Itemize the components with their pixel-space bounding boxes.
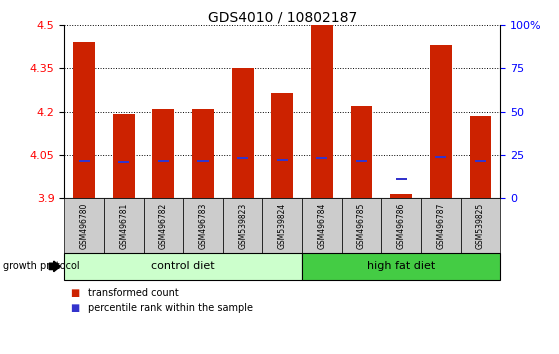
Bar — [73, 42, 95, 198]
Bar — [390, 194, 412, 198]
Bar — [475, 160, 486, 162]
Bar — [113, 114, 135, 198]
Text: GSM539823: GSM539823 — [238, 202, 247, 249]
Text: GSM496783: GSM496783 — [198, 202, 207, 249]
Text: transformed count: transformed count — [88, 288, 178, 298]
Bar — [316, 157, 328, 159]
Bar — [396, 178, 407, 181]
Bar — [232, 68, 254, 198]
Text: ■: ■ — [70, 288, 79, 298]
Bar — [197, 160, 209, 162]
Bar — [192, 109, 214, 198]
Bar — [350, 106, 372, 198]
Text: GSM496785: GSM496785 — [357, 202, 366, 249]
Text: GSM496780: GSM496780 — [79, 202, 89, 249]
Bar — [435, 156, 447, 158]
Text: GSM539824: GSM539824 — [278, 202, 287, 249]
Text: GSM496784: GSM496784 — [318, 202, 326, 249]
Bar — [470, 116, 491, 198]
Text: GSM496786: GSM496786 — [397, 202, 406, 249]
Bar — [79, 160, 89, 162]
Bar — [277, 159, 288, 161]
Bar — [430, 45, 452, 198]
Text: control diet: control diet — [151, 261, 215, 272]
Text: high fat diet: high fat diet — [367, 261, 435, 272]
Text: GSM496787: GSM496787 — [437, 202, 446, 249]
Text: percentile rank within the sample: percentile rank within the sample — [88, 303, 253, 313]
Bar — [356, 160, 367, 162]
Bar — [158, 160, 169, 162]
Bar — [153, 109, 174, 198]
Text: GDS4010 / 10802187: GDS4010 / 10802187 — [208, 11, 357, 25]
Text: GSM539825: GSM539825 — [476, 202, 485, 249]
Text: growth protocol: growth protocol — [3, 261, 79, 272]
Bar — [118, 161, 129, 163]
Bar — [272, 93, 293, 198]
Text: GSM496782: GSM496782 — [159, 202, 168, 249]
Bar — [237, 157, 248, 159]
Text: ■: ■ — [70, 303, 79, 313]
Bar — [311, 25, 333, 198]
Text: GSM496781: GSM496781 — [119, 202, 128, 249]
